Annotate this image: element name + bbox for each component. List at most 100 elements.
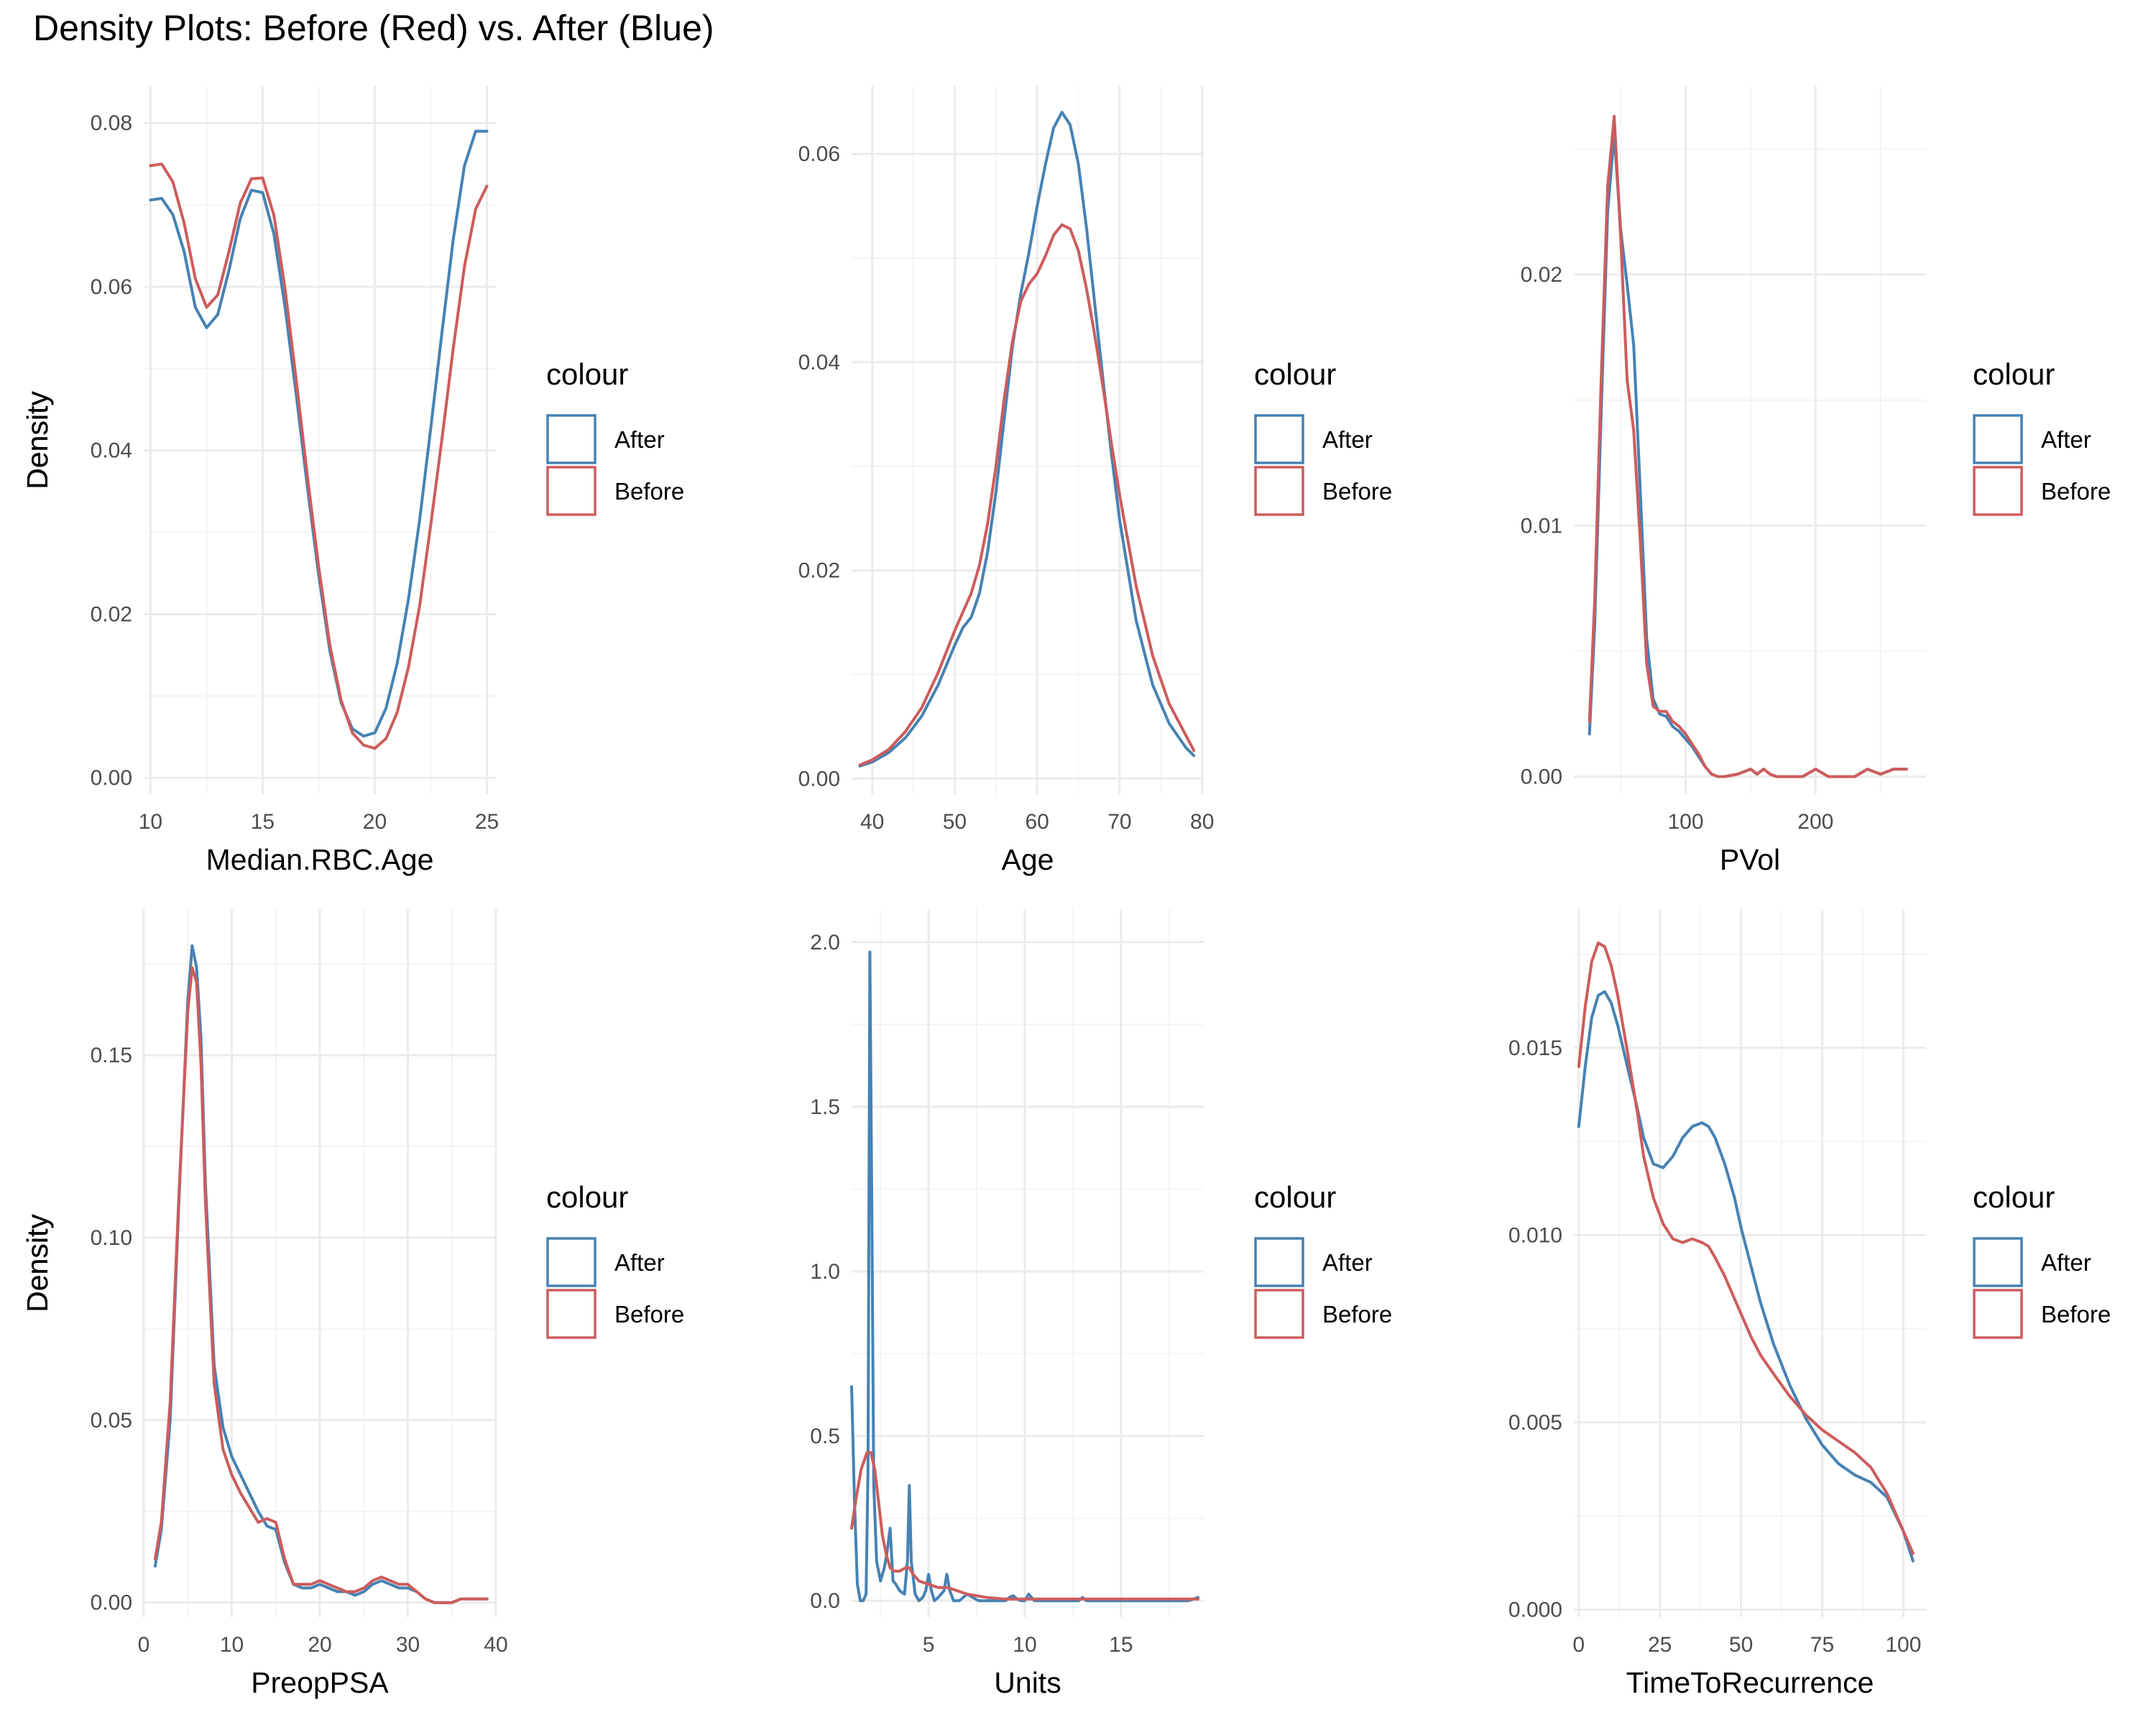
- x-tick-label: 60: [1026, 810, 1049, 834]
- y-axis-title: Density: [21, 1214, 54, 1312]
- density-panel-4: 0 10 20 30 40 0.00 0.05 0.10 0.15 PreopPSA Density…: [21, 909, 684, 1699]
- legend-title: colour: [1254, 357, 1336, 391]
- legend-title: colour: [1973, 357, 2055, 391]
- y-tick-label: 0.00: [91, 766, 132, 790]
- x-tick-label: 80: [1190, 810, 1214, 834]
- y-tick-label: 0.5: [810, 1425, 840, 1448]
- y-tick-label: 0.00: [1521, 765, 1562, 789]
- y-tick-label: 0.05: [91, 1409, 132, 1432]
- legend-key-before: [1973, 1289, 2023, 1339]
- legend-key-before: [1254, 466, 1304, 516]
- density-panel-2: 40 50 60 70 80 0.00 0.02 0.04 0.06 Age Density colo…: [21, 86, 1392, 876]
- legend-label-before: Before: [614, 1301, 684, 1328]
- y-tick-label: 2.0: [810, 931, 840, 954]
- y-axis-title: Density: [21, 1214, 54, 1312]
- x-tick-label: 40: [860, 810, 884, 834]
- x-tick-label: 10: [1013, 1633, 1036, 1657]
- density-panel-1: 10 15 20 25 0.00 0.02 0.04 0.06 0.08 Median.RBC.A…: [21, 86, 684, 876]
- x-axis-title: PreopPSA: [251, 1666, 389, 1699]
- series-line-before: [1588, 114, 1908, 778]
- legend-key-after: [546, 1237, 596, 1287]
- x-axis-title: Median.RBC.Age: [206, 843, 434, 876]
- y-tick-label: 0.06: [798, 142, 840, 166]
- y-tick-label: 0.04: [798, 351, 840, 374]
- density-panel-5: 5 10 15 0.0 0.5 1.0 1.5 2.0 Units Density colour Af…: [21, 909, 1392, 1699]
- series-line-after: [858, 111, 1196, 768]
- legend-label-before: Before: [614, 478, 684, 505]
- y-tick-label: 0.00: [91, 1591, 132, 1615]
- x-tick-label: 15: [251, 810, 275, 834]
- density-panel-3: 100 200 0.00 0.01 0.02 PVol Density colour After…: [21, 86, 2111, 876]
- legend-label-after: After: [1322, 1249, 1373, 1276]
- legend-key-before: [546, 1289, 596, 1339]
- y-tick-label: 0.10: [91, 1226, 132, 1250]
- legend-label-after: After: [1322, 426, 1373, 453]
- series-line-after: [1588, 132, 1908, 778]
- x-axis-title: PVol: [1720, 843, 1780, 876]
- y-tick-label: 1.0: [810, 1260, 840, 1284]
- y-axis-title: Density: [21, 391, 54, 489]
- series-line-before: [1577, 941, 1915, 1555]
- legend-label-after: After: [614, 426, 665, 453]
- legend-title: colour: [546, 1180, 628, 1214]
- legend-label-before: Before: [2041, 1301, 2111, 1328]
- legend-key-before: [1973, 466, 2023, 516]
- x-tick-label: 10: [139, 810, 162, 834]
- y-tick-label: 0.08: [91, 111, 132, 135]
- y-tick-label: 0.06: [91, 275, 132, 299]
- legend-label-after: After: [614, 1249, 665, 1276]
- x-axis-title: TimeToRecurrence: [1626, 1666, 1874, 1699]
- legend-key-before: [1254, 1289, 1304, 1339]
- y-tick-label: 0.00: [798, 767, 840, 791]
- x-tick-label: 5: [923, 1633, 935, 1657]
- x-tick-label: 20: [363, 810, 387, 834]
- series-line-before: [858, 223, 1196, 767]
- legend-key-after: [1254, 1237, 1304, 1287]
- series-line-after: [153, 944, 489, 1604]
- x-axis-title: Units: [994, 1666, 1061, 1699]
- y-tick-label: 1.5: [810, 1095, 840, 1119]
- y-tick-label: 0.01: [1521, 514, 1562, 538]
- legend-label-before: Before: [1322, 1301, 1392, 1328]
- y-axis-title: Density: [21, 391, 54, 489]
- x-tick-label: 100: [1885, 1633, 1921, 1657]
- x-tick-label: 25: [475, 810, 499, 834]
- x-tick-label: 50: [1729, 1633, 1753, 1657]
- x-axis-title: Age: [1002, 843, 1054, 876]
- y-tick-label: 0.02: [91, 602, 132, 626]
- x-tick-label: 10: [220, 1633, 244, 1657]
- legend-title: colour: [546, 357, 628, 391]
- series-line-before: [153, 966, 489, 1604]
- legend-title: colour: [1254, 1180, 1336, 1214]
- legend-label-after: After: [2041, 1249, 2091, 1276]
- x-tick-label: 0: [1572, 1633, 1585, 1657]
- x-tick-label: 75: [1810, 1633, 1834, 1657]
- y-tick-label: 0.04: [91, 439, 132, 463]
- series-line-before: [149, 162, 489, 750]
- x-tick-label: 0: [138, 1633, 150, 1657]
- series-line-after: [850, 950, 1199, 1603]
- x-tick-label: 70: [1107, 810, 1131, 834]
- y-tick-label: 0.0: [810, 1589, 840, 1613]
- legend-key-before: [546, 466, 596, 516]
- series-line-after: [1577, 990, 1915, 1563]
- x-tick-label: 20: [308, 1633, 331, 1657]
- legend-key-after: [1973, 414, 2023, 464]
- x-tick-label: 100: [1667, 810, 1703, 834]
- y-tick-label: 0.005: [1508, 1411, 1562, 1435]
- x-tick-label: 40: [484, 1633, 507, 1657]
- x-tick-label: 30: [396, 1633, 420, 1657]
- series-line-before: [850, 1450, 1199, 1601]
- y-tick-label: 0.02: [1521, 263, 1562, 287]
- legend-label-after: After: [2041, 426, 2091, 453]
- y-axis-title: Density: [21, 1214, 54, 1312]
- y-axis-title: Density: [21, 391, 54, 489]
- legend-title: colour: [1973, 1180, 2055, 1214]
- x-tick-label: 15: [1109, 1633, 1133, 1657]
- y-tick-label: 0.000: [1508, 1598, 1562, 1622]
- y-tick-label: 0.02: [798, 559, 840, 583]
- y-tick-label: 0.15: [91, 1044, 132, 1067]
- y-tick-label: 0.010: [1508, 1223, 1562, 1247]
